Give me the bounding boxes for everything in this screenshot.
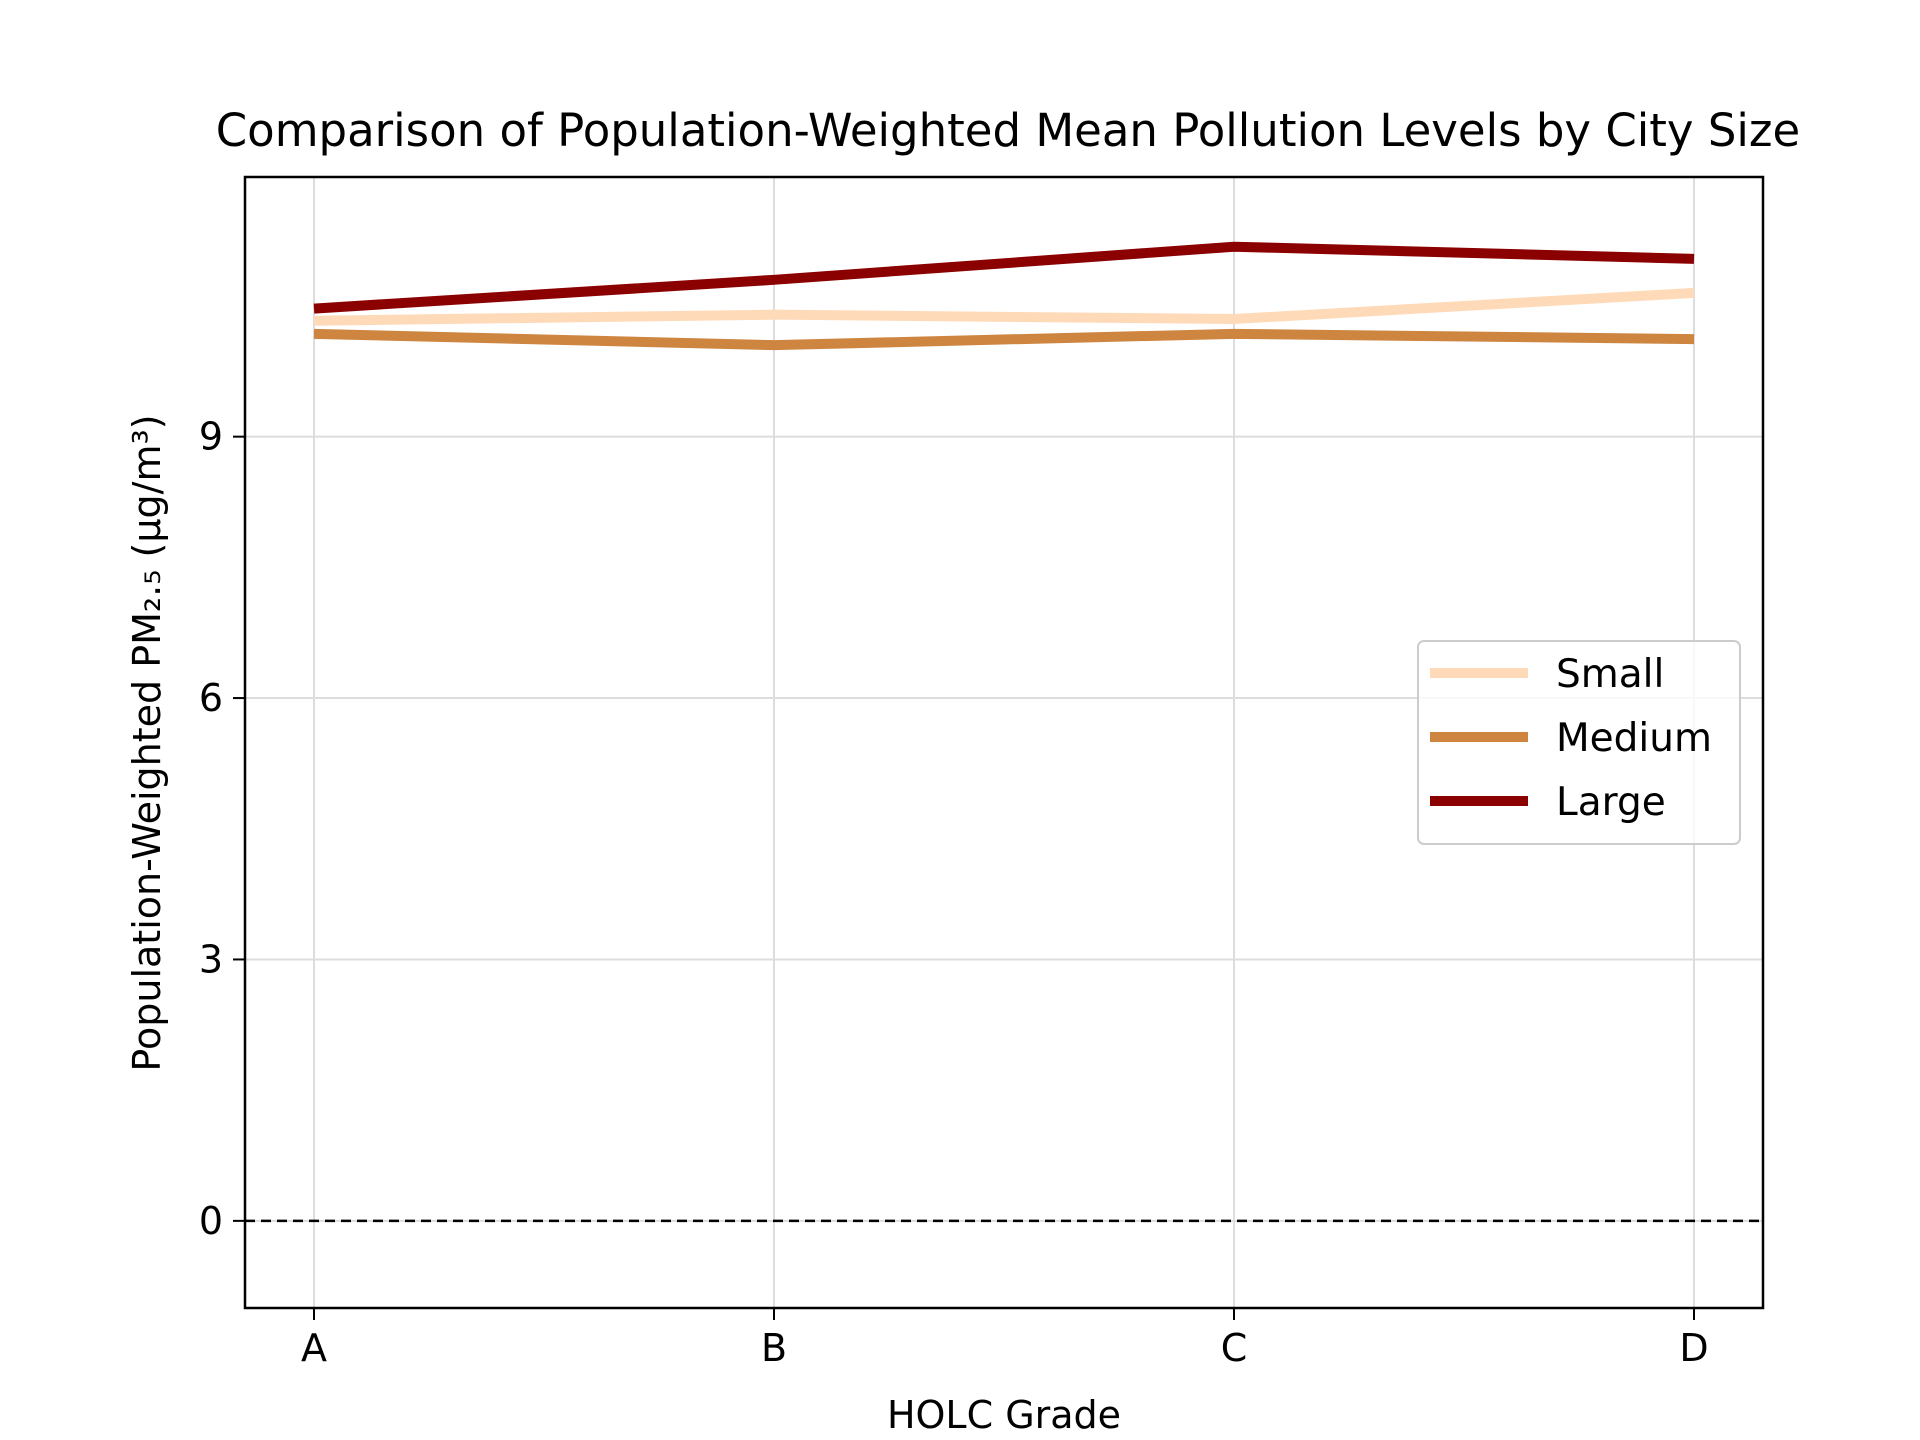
series-line-medium — [313, 328, 1695, 351]
y-tick-label: 0 — [199, 1199, 223, 1243]
legend: Small Medium Large — [1417, 640, 1741, 845]
y-tick-label: 9 — [199, 415, 223, 459]
tick-layer: A B C D 0 3 6 9 — [199, 415, 1709, 1370]
y-axis-label: Population-Weighted PM₂.₅ (µg/m³) — [125, 414, 169, 1071]
x-tick-label: D — [1679, 1326, 1708, 1370]
series-line-small — [313, 287, 1695, 326]
series-layer — [313, 241, 1695, 351]
legend-label-medium: Medium — [1556, 716, 1712, 761]
plot-frame — [243, 175, 1765, 1310]
legend-label-large: Large — [1556, 780, 1666, 825]
x-axis-label: HOLC Grade — [887, 1393, 1121, 1437]
x-tick-label: A — [301, 1326, 327, 1370]
legend-box — [1417, 640, 1741, 845]
chart-title: Comparison of Population-Weighted Mean P… — [216, 104, 1801, 157]
y-tick-label: 6 — [199, 676, 223, 720]
series-line-large — [313, 241, 1695, 314]
legend-label-small: Small — [1556, 652, 1664, 697]
y-tick-label: 3 — [199, 937, 223, 981]
legend-items: Small Medium Large — [1430, 652, 1712, 825]
x-tick-label: C — [1221, 1326, 1248, 1370]
x-tick-label: B — [761, 1326, 787, 1370]
